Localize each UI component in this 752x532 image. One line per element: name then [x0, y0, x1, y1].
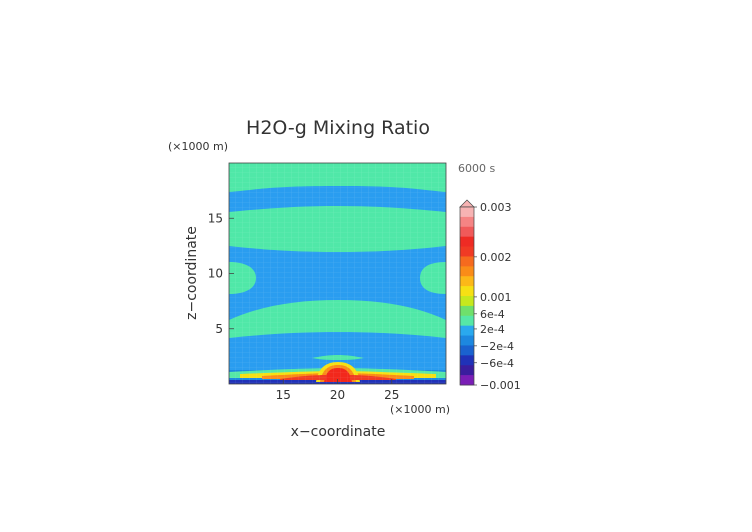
chart-title: H2O-g Mixing Ratio	[246, 117, 430, 139]
colorbar-segment	[460, 345, 474, 356]
colorbar-segment	[460, 286, 474, 297]
x-unit-label: (×1000 m)	[390, 403, 450, 416]
colorbar-segment	[460, 296, 474, 307]
y-tick-label: 15	[208, 211, 223, 225]
y-axis-ticks: 5 10 15	[208, 211, 234, 336]
x-tick-label: 15	[276, 388, 291, 402]
colorbar: 0.003 0.002 0.001 6e-4 2e-4 −2e-4 −6e-4 −0.001	[459, 199, 521, 392]
colorbar-segment	[460, 305, 474, 317]
grid-overlay	[229, 163, 446, 384]
colorbar-segment	[460, 375, 474, 386]
colorbar-label: −0.001	[480, 379, 521, 392]
y-tick-label: 10	[208, 267, 223, 281]
x-tick-label: 25	[384, 388, 399, 402]
x-axis-ticks: 15 20 25	[276, 379, 399, 402]
colorbar-top-arrow	[459, 199, 475, 208]
y-tick-label: 5	[215, 322, 223, 336]
y-axis-label: z−coordinate	[184, 226, 200, 320]
colorbar-segment	[460, 246, 474, 257]
colorbar-segment	[460, 355, 474, 366]
colorbar-segment	[460, 315, 474, 327]
colorbar-frame	[459, 206, 475, 386]
colorbar-label: −2e-4	[480, 340, 514, 353]
colorbar-label: 0.003	[480, 201, 512, 214]
colorbar-segment	[460, 216, 474, 228]
colorbar-segment	[460, 365, 474, 376]
colorbar-segment	[460, 256, 474, 267]
colorbar-segment	[460, 266, 474, 277]
colorbar-segment	[460, 276, 474, 287]
x-axis-label: x−coordinate	[291, 424, 386, 440]
colorbar-label: 6e-4	[480, 308, 505, 321]
colorbar-segment	[460, 226, 474, 238]
colorbar-label: 0.001	[480, 291, 512, 304]
colorbar-segment	[460, 236, 474, 247]
heatmap-field	[229, 163, 446, 384]
colorbar-segment	[460, 207, 474, 218]
colorbar-segment	[460, 335, 474, 346]
x-tick-label: 20	[330, 388, 345, 402]
colorbar-segment	[460, 325, 474, 336]
colorbar-label: 0.002	[480, 251, 512, 264]
y-unit-label: (×1000 m)	[168, 140, 228, 153]
colorbar-label: 2e-4	[480, 323, 505, 336]
colorbar-label: −6e-4	[480, 357, 514, 370]
time-label: 6000 s	[458, 162, 495, 175]
